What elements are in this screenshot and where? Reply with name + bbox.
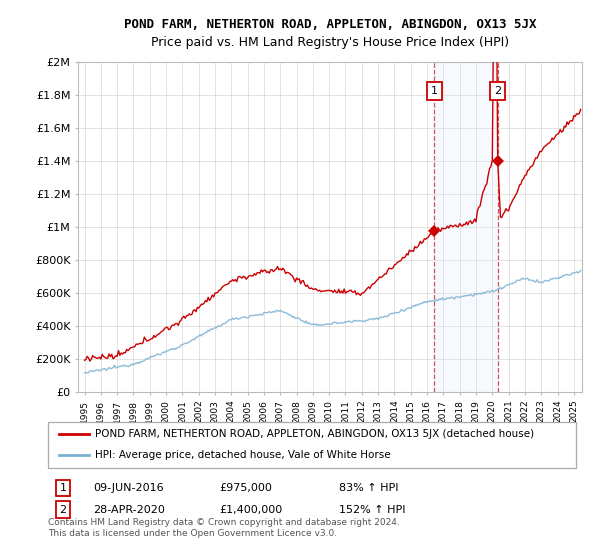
Text: £1,400,000: £1,400,000 bbox=[219, 505, 282, 515]
Text: 2: 2 bbox=[59, 505, 67, 515]
Text: 1: 1 bbox=[59, 483, 67, 493]
Text: 1: 1 bbox=[431, 86, 438, 96]
Bar bbox=[434, 62, 497, 392]
Text: POND FARM, NETHERTON ROAD, APPLETON, ABINGDON, OX13 5JX: POND FARM, NETHERTON ROAD, APPLETON, ABI… bbox=[124, 18, 536, 31]
Text: HPI: Average price, detached house, Vale of White Horse: HPI: Average price, detached house, Vale… bbox=[95, 450, 391, 460]
Text: 2: 2 bbox=[494, 86, 501, 96]
Text: Contains HM Land Registry data © Crown copyright and database right 2024.
This d: Contains HM Land Registry data © Crown c… bbox=[48, 518, 400, 538]
Text: 152% ↑ HPI: 152% ↑ HPI bbox=[339, 505, 406, 515]
Text: £975,000: £975,000 bbox=[219, 483, 272, 493]
Text: 09-JUN-2016: 09-JUN-2016 bbox=[93, 483, 164, 493]
Text: Price paid vs. HM Land Registry's House Price Index (HPI): Price paid vs. HM Land Registry's House … bbox=[151, 36, 509, 49]
Text: 83% ↑ HPI: 83% ↑ HPI bbox=[339, 483, 398, 493]
Text: 28-APR-2020: 28-APR-2020 bbox=[93, 505, 165, 515]
Text: POND FARM, NETHERTON ROAD, APPLETON, ABINGDON, OX13 5JX (detached house): POND FARM, NETHERTON ROAD, APPLETON, ABI… bbox=[95, 429, 534, 439]
